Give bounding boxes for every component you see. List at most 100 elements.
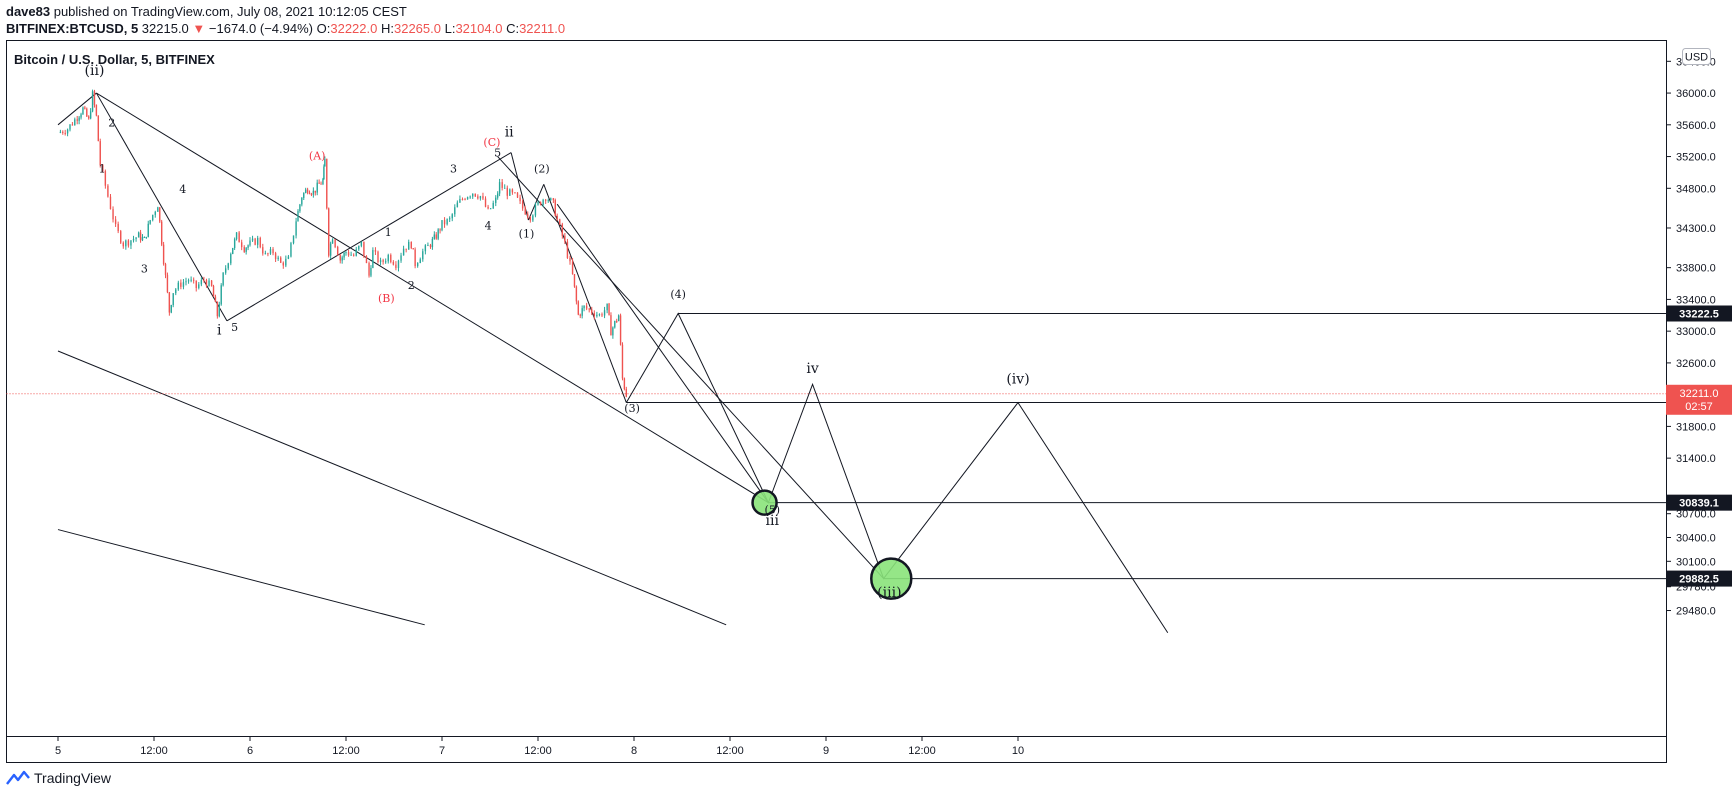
- x-tick-label: 8: [631, 745, 637, 757]
- candle-body: [216, 302, 219, 317]
- y-tick-label: 30100.0: [1676, 556, 1716, 568]
- symbol-name[interactable]: BITFINEX:BTCUSD, 5: [6, 21, 139, 36]
- channel-line: [57, 529, 425, 626]
- candle-body: [168, 292, 171, 313]
- target-highlight: [870, 557, 913, 600]
- candle-body: [208, 280, 210, 287]
- wave-label: 2: [108, 116, 115, 129]
- candle-body: [350, 254, 352, 256]
- candle-body: [384, 261, 387, 263]
- candle-body: [339, 255, 341, 261]
- candle-body: [377, 251, 379, 263]
- price-tag-label: 30839.1: [1679, 498, 1719, 510]
- candle-body: [259, 237, 261, 248]
- candle-body: [203, 280, 205, 282]
- open-label: O:: [316, 21, 331, 36]
- publisher-user[interactable]: dave83: [6, 4, 51, 19]
- candle-body: [331, 239, 334, 244]
- candle-body: [235, 232, 238, 240]
- candle-body: [303, 192, 305, 198]
- price-tag-label: 33222.5: [1679, 308, 1719, 320]
- candle-body: [218, 304, 220, 317]
- candle-body: [88, 116, 90, 119]
- candle-body: [495, 197, 497, 203]
- time-axis[interactable]: 5 12:00 6 12:00 7 12:00 8 12:00 9 12:00 10: [55, 736, 1024, 757]
- candle-body: [76, 119, 78, 121]
- candle-body: [182, 282, 185, 287]
- down-arrow-icon: ▼: [192, 21, 206, 36]
- candle-body: [212, 285, 215, 297]
- horizontal-levels: [6, 312, 1666, 580]
- candle-body: [262, 247, 264, 254]
- candle-body: [175, 289, 177, 294]
- candle-body: [387, 254, 389, 262]
- candle-body: [527, 214, 529, 217]
- candle-body: [130, 240, 132, 246]
- target-highlights: [751, 489, 913, 600]
- candle-body: [484, 198, 487, 207]
- candle-body: [89, 111, 92, 119]
- currency-badge[interactable]: USD: [1682, 48, 1711, 65]
- candle-body: [160, 221, 163, 245]
- channel-line: [527, 184, 545, 221]
- y-tick-label: 36000.0: [1676, 88, 1716, 100]
- open-value: 32222.0: [330, 21, 378, 36]
- candle-body: [623, 378, 626, 390]
- candle-body: [80, 114, 82, 118]
- candle-body: [69, 124, 71, 130]
- candle-body: [621, 344, 624, 379]
- wave-label: 5: [231, 321, 238, 334]
- candle-body: [122, 242, 124, 247]
- candle-body: [269, 249, 272, 254]
- candle-body: [326, 158, 328, 209]
- candle-body: [397, 260, 400, 269]
- candle-body: [516, 192, 519, 198]
- price-axis[interactable]: 36400.036000.035600.035200.034800.034300…: [1666, 56, 1716, 618]
- candle-body: [498, 182, 501, 194]
- wave-label: 3: [141, 262, 148, 275]
- candle-body: [487, 206, 489, 209]
- footer-brand[interactable]: TradingView: [6, 770, 111, 786]
- wave-label: (5): [764, 504, 780, 517]
- candle-body: [352, 254, 355, 256]
- candle-body: [410, 241, 412, 249]
- candle-body: [593, 313, 596, 317]
- y-tick-label: 34800.0: [1676, 183, 1716, 195]
- wave-label: 2: [408, 279, 415, 292]
- candle-body: [547, 200, 549, 202]
- candle-body: [162, 244, 165, 265]
- candle-body: [514, 192, 516, 194]
- candle-body: [322, 179, 324, 185]
- y-tick-label: 33400.0: [1676, 294, 1716, 306]
- candle-body: [575, 286, 578, 302]
- candle-body: [542, 199, 544, 205]
- price-tag-box: [1666, 494, 1732, 511]
- y-tick-label: 33000.0: [1676, 326, 1716, 338]
- candle-body: [107, 185, 109, 197]
- candle-body: [461, 199, 464, 201]
- candle-body: [347, 252, 350, 256]
- candle-body: [598, 314, 601, 316]
- candle-body: [324, 158, 326, 167]
- candle-body: [95, 104, 98, 116]
- candle-body: [566, 241, 569, 258]
- candle-body: [585, 305, 588, 309]
- chart-frame: [6, 40, 1667, 763]
- candle-body: [579, 314, 581, 316]
- y-tick-label: 32600.0: [1676, 358, 1716, 370]
- wave-label: (iii): [877, 585, 901, 601]
- candle-body: [616, 320, 618, 322]
- candle-body: [479, 196, 482, 199]
- wave-label: (1): [519, 228, 535, 241]
- candle-body: [164, 264, 167, 275]
- candle-body: [433, 234, 436, 239]
- candle-body: [71, 124, 74, 126]
- wave-projection-path: [625, 312, 1169, 634]
- candle-body: [210, 280, 213, 286]
- candle-body: [125, 240, 127, 247]
- candle-body: [256, 237, 259, 245]
- candle-body: [102, 165, 104, 172]
- wave-label: 5: [494, 147, 501, 160]
